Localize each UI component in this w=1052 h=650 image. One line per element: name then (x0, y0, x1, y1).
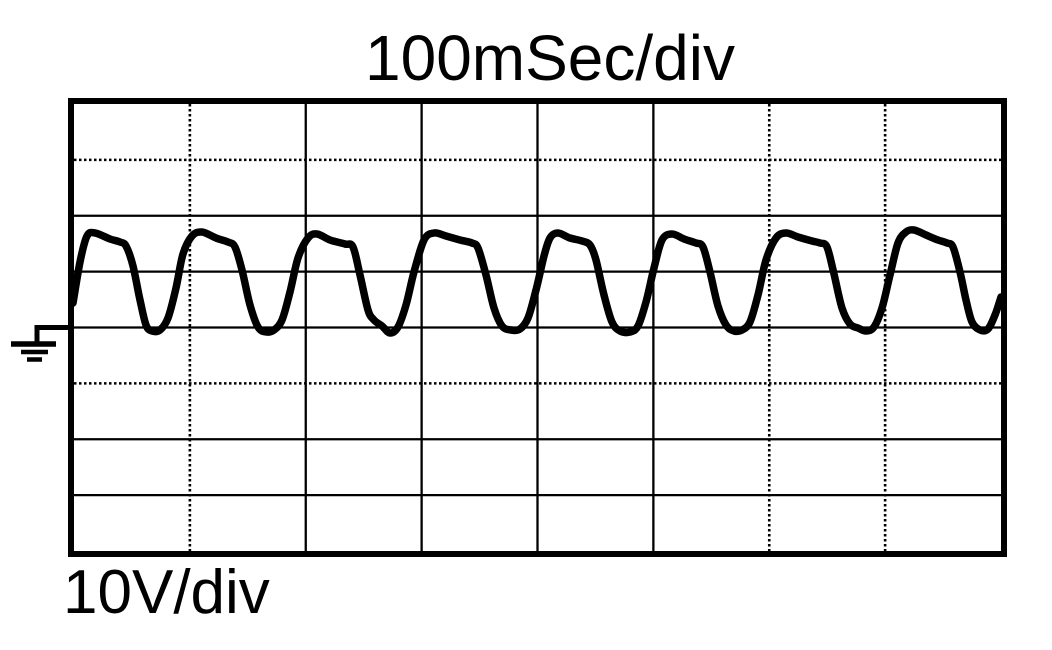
graticule-grid (74, 104, 1001, 551)
earth-ground-icon (11, 325, 74, 362)
voltage-scale-label: 10V/div (63, 558, 270, 627)
waveform-trace (74, 226, 1001, 337)
time-scale-label: 100mSec/div (365, 22, 735, 94)
